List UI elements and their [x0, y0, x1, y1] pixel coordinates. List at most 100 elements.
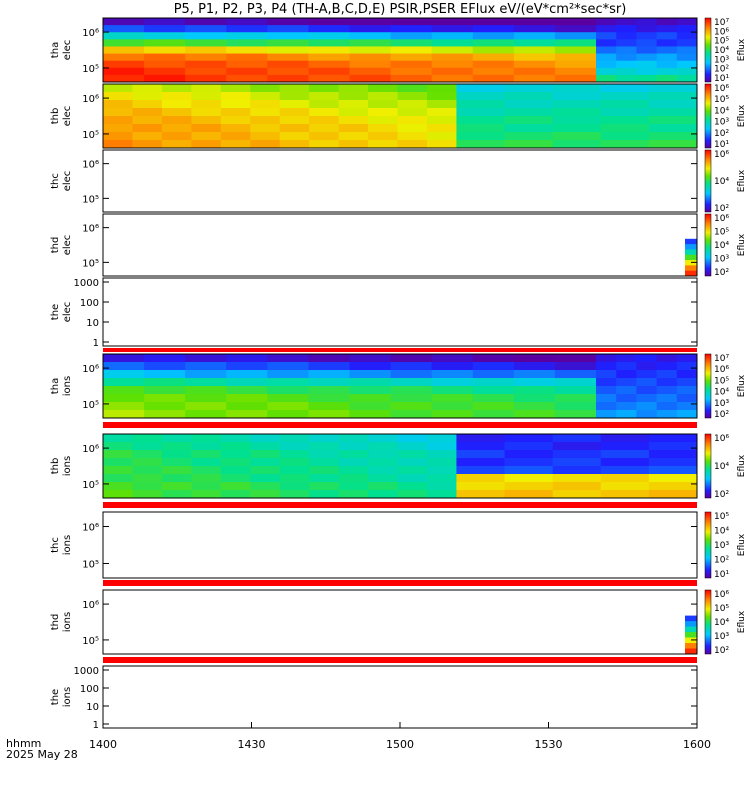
- spectrogram-cell: [616, 402, 637, 411]
- spectrogram-cell: [513, 410, 556, 419]
- spectrogram-cell: [349, 410, 392, 419]
- spectrogram-cell: [226, 354, 268, 363]
- spectrogram-cell: [596, 386, 617, 395]
- y-tick-label: 1: [93, 338, 99, 349]
- spectrogram-cell: [279, 116, 310, 125]
- spectrogram-cell: [648, 482, 698, 491]
- spectrogram-cell: [636, 74, 658, 83]
- colorbar-tick-label: 10³: [714, 55, 729, 65]
- panel-frame: [102, 149, 698, 213]
- y-tick-label: 100: [80, 298, 99, 309]
- spectrogram-cell: [368, 442, 399, 451]
- spectrogram-cell: [676, 39, 698, 47]
- colorbar-tick-label: 10⁵: [714, 376, 729, 386]
- spectrogram-cell: [676, 25, 698, 33]
- spectrogram-cell: [397, 466, 428, 475]
- spectrogram-cell: [250, 458, 281, 467]
- panel-frame: [102, 83, 698, 149]
- spectrogram-cell: [426, 450, 457, 459]
- spectrogram-cell: [397, 490, 428, 499]
- spectrogram-cell: [636, 378, 658, 387]
- spectrogram-cell: [103, 434, 133, 443]
- spectrogram-cell: [636, 67, 658, 76]
- spectrogram-cell: [676, 410, 698, 419]
- spectrogram-cell: [636, 394, 658, 403]
- spectrogram-cell: [267, 39, 309, 47]
- y-axis-label: elec: [62, 235, 73, 256]
- y-tick-label: 10⁵: [82, 258, 99, 269]
- spectrogram-cell: [600, 132, 650, 141]
- spectrogram-cell: [513, 67, 556, 76]
- y-axis-label: thd: [50, 614, 61, 631]
- colorbar-tick-label: 10⁶: [714, 434, 729, 444]
- spectrogram-cell: [103, 490, 133, 499]
- panel-thb-ions: 10⁶ 10⁵ thb ions 10⁶ 10⁴ 10² Eflux: [50, 433, 747, 508]
- spectrogram-cell: [600, 450, 650, 459]
- spectrogram-cell: [656, 46, 678, 55]
- spectrogram-cell: [513, 370, 556, 379]
- y-tick-label: 1000: [74, 666, 99, 677]
- spectrogram-cell: [132, 450, 163, 459]
- spectrogram-cell: [431, 46, 474, 55]
- spectrogram-cell: [220, 92, 251, 101]
- spectrogram-cell: [685, 626, 697, 633]
- spectrogram-cell: [426, 466, 457, 475]
- spectrogram-cell: [267, 402, 309, 411]
- spectrogram-cell: [250, 490, 281, 499]
- spectrogram-cell: [250, 108, 281, 117]
- spectrogram-cell: [191, 442, 222, 451]
- spectrogram-cell: [185, 378, 227, 387]
- spectrogram-cell: [103, 46, 145, 55]
- spectrogram-cell: [390, 370, 433, 379]
- spectrogram-cell: [648, 132, 698, 141]
- spectrogram-cell: [390, 53, 433, 62]
- spectrogram-cell: [144, 53, 186, 62]
- panel-the-ions: 1000 100 10 1 the ions: [50, 665, 698, 731]
- spectrogram-cell: [596, 378, 617, 387]
- spectrogram-cell: [600, 474, 650, 483]
- spectrogram-cell: [267, 32, 309, 40]
- spectrogram-cell: [185, 18, 227, 26]
- spectrogram-cell: [431, 74, 474, 83]
- spectrogram-cell: [308, 386, 351, 395]
- spectrogram-cell: [226, 18, 268, 26]
- spectrogram-cell: [513, 25, 556, 33]
- spectrogram-cell: [226, 402, 268, 411]
- spectrogram-cell: [267, 354, 309, 363]
- spectrogram-cell: [308, 60, 351, 69]
- colorbar-tick-label: 10⁴: [714, 177, 729, 187]
- spectrogram-cell: [656, 25, 678, 33]
- spectrogram-cell: [368, 490, 399, 499]
- spectrogram-cell: [390, 354, 433, 363]
- spectrogram-cell: [338, 458, 369, 467]
- y-tick-label: 100: [80, 684, 99, 695]
- spectrogram-cell: [685, 265, 697, 272]
- spectrogram-cell: [308, 53, 351, 62]
- spectrogram-cell: [600, 108, 650, 117]
- y-tick-label: 10⁵: [82, 400, 99, 411]
- y-axis-label: the: [50, 304, 61, 320]
- spectrogram-cell: [226, 394, 268, 403]
- spectrogram-cell: [191, 124, 222, 133]
- spectrogram-cell: [161, 140, 192, 149]
- spectrogram-cell: [676, 386, 698, 395]
- spectrogram-cell: [390, 410, 433, 419]
- spectrogram-cell: [616, 53, 637, 62]
- spectrogram-cell: [616, 25, 637, 33]
- colorbar-tick-label: 10⁶: [714, 214, 729, 224]
- x-tick-label: 1430: [238, 738, 266, 751]
- spectrogram-cell: [220, 434, 251, 443]
- spectrogram-cell: [368, 116, 399, 125]
- spectrogram-cell: [676, 362, 698, 371]
- spectrogram-cell: [648, 100, 698, 109]
- time-format-label: hhmm: [6, 737, 41, 750]
- colorbar-tick-label: 10⁵: [714, 512, 729, 522]
- spectrogram-cell: [616, 39, 637, 47]
- spectrogram-cell: [250, 140, 281, 149]
- spectrogram-cell: [103, 370, 145, 379]
- red-data-bar: [103, 502, 697, 508]
- spectrogram-cell: [472, 32, 515, 40]
- spectrogram-cell: [426, 442, 457, 451]
- spectrogram-cell: [472, 39, 515, 47]
